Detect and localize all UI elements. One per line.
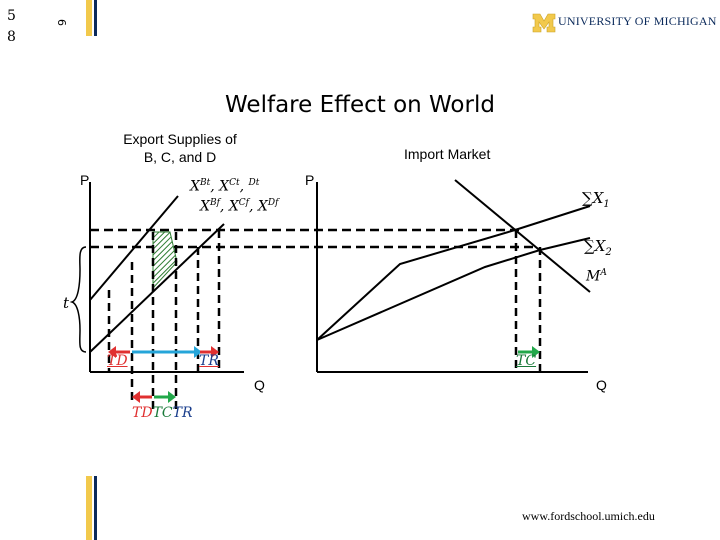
import-demand-curve [454, 179, 591, 293]
slide-number-digit-2: 8 [7, 29, 16, 45]
sup-bt: Bt [199, 178, 211, 188]
x-bf: X [200, 198, 210, 215]
sup-df: Df [267, 198, 279, 208]
x-bt: X [190, 178, 200, 195]
sup-cf: Cf [238, 198, 250, 208]
bottom-tc: TC [152, 405, 173, 421]
comma: , [239, 178, 249, 195]
bottom-td: TD [132, 405, 153, 421]
x-cf: , X [219, 198, 239, 215]
left-x-axis-label: Q [254, 377, 265, 393]
x-ct: , X [210, 178, 230, 195]
sup-dt: Dt [248, 178, 260, 188]
left-y-axis-label: P [80, 172, 90, 188]
tc-label: TC [516, 353, 537, 369]
sum-x1-curve [316, 205, 591, 341]
caption-line-2: B, C, and D [143, 149, 217, 165]
x-df: , X [249, 198, 268, 215]
slide-number-digit-1: 5 [7, 8, 16, 24]
bottom-tr: TR [172, 405, 193, 421]
bottom-labels: TDTCTR [132, 405, 193, 421]
bottom-arrows [132, 391, 176, 403]
supply-curve-free [89, 223, 225, 353]
sum-x1-sub: 1 [603, 199, 610, 210]
right-y-axis-label: P [305, 172, 315, 188]
caption-line-1: Export Supplies of [123, 131, 237, 147]
slide-title: Welfare Effect on World [225, 92, 495, 118]
bottom-maize-bar [86, 476, 92, 540]
supply-curve-label-tariff: XBt, XCt, Dt [190, 175, 259, 195]
tr-arrow [200, 346, 219, 358]
university-logo-icon [532, 13, 556, 33]
tc-arrow-right [518, 346, 540, 358]
sum-x1-label: ∑X1 [582, 189, 610, 210]
right-x-axis-label: Q [596, 377, 607, 393]
tariff-brace [69, 246, 87, 353]
top-maize-bar [86, 0, 92, 36]
sum-x2-label: ∑X2 [584, 237, 612, 258]
import-market-caption: Import Market [404, 146, 491, 162]
supply-curve-tariff [89, 195, 179, 301]
td-arrow [108, 346, 130, 358]
tariff-label: t [63, 294, 70, 312]
logo-text: UNIVERSITY OF MICHIGAN [558, 14, 717, 28]
sup-ct: Ct [229, 178, 240, 188]
sup-bf: Bf [209, 198, 220, 208]
sum-x2-sub: 2 [605, 247, 612, 258]
footer-url: www.fordschool.umich.edu [522, 509, 655, 523]
sum-x1-symbol: ∑X [582, 189, 604, 207]
import-demand-label: MA [586, 268, 607, 285]
supply-curve-label-free: XBf, XCf, XDf [200, 195, 278, 215]
sum-x2-symbol: ∑X [584, 237, 606, 255]
top-blue-bar [94, 0, 97, 36]
export-supplies-caption: Export Supplies of B, C, and D [100, 131, 260, 165]
td-label: TD [107, 353, 128, 369]
slide-number: 5 8 [7, 6, 21, 48]
demand-sup: A [600, 268, 607, 278]
bottom-blue-bar [94, 476, 97, 540]
sum-x2-curve [316, 237, 591, 341]
demand-symbol: M [586, 268, 601, 285]
trade-blue-arrow [132, 346, 202, 358]
tr-label: TR [199, 353, 219, 369]
